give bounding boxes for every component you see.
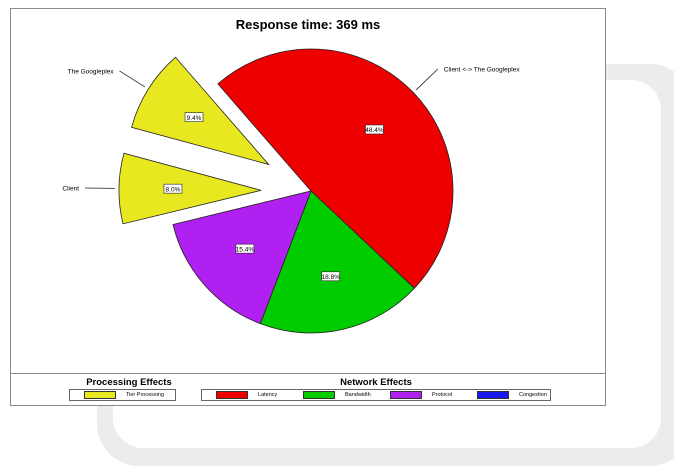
legend-label: Congestion (519, 392, 547, 398)
legend-swatch (303, 391, 335, 399)
percent-label-box (184, 112, 204, 122)
percent-label-text: 48.4% (365, 127, 384, 134)
slice-percent-label: 9.4% (184, 112, 204, 122)
network-effects-legend: Latency Bandwidth Protocol Congestion (201, 389, 551, 401)
legend-label: Latency (258, 392, 278, 398)
processing-effects-title: Processing Effects (86, 377, 172, 388)
percent-label-box (321, 271, 340, 282)
slice-percent-label: 8.0% (163, 183, 183, 194)
legend-item-protocol: Protocol (376, 390, 463, 400)
legend-label: Protocol (432, 392, 453, 398)
slice-label-client-the-googleplex: Client <-> The Googleplex (444, 67, 521, 74)
percent-label-box (235, 243, 255, 254)
percent-label-box (365, 124, 384, 135)
legend-item-tier-processing: Tier Processing (70, 390, 175, 400)
chart-title: Response time: 369 ms (235, 17, 381, 32)
slice-percent-label: 15.4% (235, 243, 255, 254)
response-time-report: Response time: 369 ms 48.4% Client <-> Th… (10, 8, 606, 406)
slice-label-the-googleplex: The Googleplex (68, 68, 115, 75)
slice-percent-label: 18.8% (321, 271, 340, 282)
network-effects-title: Network Effects (340, 377, 412, 388)
legend-divider (11, 373, 605, 374)
pie-slice (259, 190, 416, 334)
slice-percent-label: 48.4% (365, 124, 384, 135)
percent-label-text: 18.8% (321, 274, 340, 281)
legend-label: Tier Processing (126, 392, 165, 398)
pie-slice (131, 56, 270, 166)
legend-swatch (390, 391, 422, 399)
percent-label-box (163, 183, 183, 194)
legend-item-congestion: Congestion (463, 390, 550, 400)
leader-line (415, 68, 439, 91)
legend-label: Bandwidth (345, 392, 371, 398)
slice-label-client: Client (62, 186, 79, 193)
legend-item-bandwidth: Bandwidth (289, 390, 376, 400)
percent-label-text: 15.4% (236, 246, 255, 253)
legend-item-latency: Latency (202, 390, 289, 400)
leader-line (119, 70, 146, 88)
pie-chart: 48.4% Client <-> The Googleplex 18.8% 15.4%… (62, 48, 521, 334)
processing-effects-legend: Tier Processing (69, 389, 176, 401)
legend-swatch (477, 391, 509, 399)
pie-slice (217, 48, 454, 289)
percent-label-text: 9.4% (187, 115, 202, 122)
percent-label-text: 8.0% (166, 186, 181, 193)
legend-swatch (216, 391, 248, 399)
legend-swatch (84, 391, 116, 399)
pie-slice (172, 190, 312, 325)
pie-slice (118, 152, 262, 225)
